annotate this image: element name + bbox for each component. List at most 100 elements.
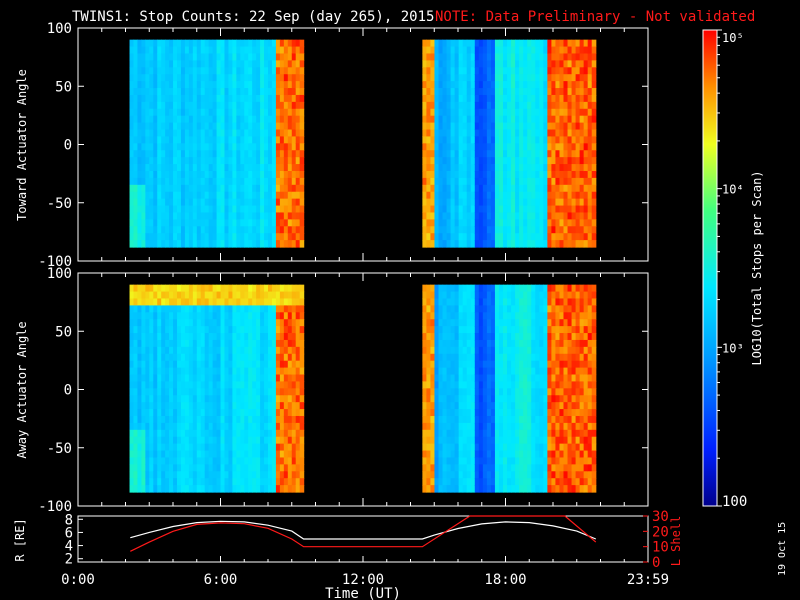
heatmap-cell [180,46,186,55]
heatmap-cell [551,164,557,172]
heatmap-cell [446,150,452,158]
heatmap-cell [275,326,281,334]
heatmap-cell [208,326,214,334]
heatmap-cell [438,402,444,410]
heatmap-cell [283,60,289,68]
heatmap-cell [559,212,565,220]
heatmap-cell [531,478,536,486]
heatmap-cell [153,333,158,341]
toward-heatmap [129,39,597,248]
preliminary-note: NOTE: Data Preliminary - Not validated [435,9,755,25]
heatmap-cell [575,136,581,144]
heatmap-cell [169,157,174,165]
heatmap-cell [299,291,305,300]
heatmap-cell [244,367,249,376]
heatmap-cell [523,478,528,486]
heatmap-cell [446,184,452,193]
heatmap-cell [165,291,170,300]
heatmap-cell [466,226,472,234]
heatmap-cell [287,219,293,227]
heatmap-cell [271,422,277,431]
heatmap-cell [244,60,249,68]
heatmap-cell [220,485,226,493]
heatmap-cell [503,478,508,486]
heatmap-cell [244,191,249,200]
heatmap-cell [177,101,182,110]
heatmap-cell [161,81,166,89]
heatmap-cell [208,333,214,341]
heatmap-cell [244,298,249,306]
heatmap-cell [157,443,162,452]
heatmap-cell [466,478,472,486]
heatmap-cell [177,374,182,383]
heatmap-cell [268,388,273,396]
heatmap-cell [474,226,480,234]
heatmap-cell [133,94,139,103]
heatmap-cell [216,240,222,248]
heatmap-cell [527,67,532,75]
heatmap-cell [184,122,190,131]
heatmap-cell [224,67,230,75]
heatmap-cell [236,53,241,61]
heatmap-cell [188,150,194,158]
heatmap-cell [184,415,190,424]
heatmap-cell [490,122,496,131]
heatmap-cell [291,312,297,320]
heatmap-cell [208,443,214,452]
heatmap-cell [555,67,561,75]
heatmap-cell [256,60,261,68]
heatmap-cell [220,46,226,55]
heatmap-cell [228,39,234,48]
heatmap-cell [260,233,265,241]
heatmap-cell [192,429,198,438]
heatmap-cell [161,226,166,234]
heatmap-cell [200,471,206,479]
heatmap-cell [486,94,492,103]
heatmap-cell [446,191,452,200]
heatmap-cell [236,60,241,68]
heatmap-cell [515,339,520,348]
heatmap-cell [145,326,150,334]
heatmap-cell [466,143,472,151]
heatmap-cell [141,291,146,300]
heatmap-cell [169,115,174,124]
heatmap-cell [462,360,468,369]
heatmap-cell [177,170,182,179]
heatmap-cell [579,219,585,227]
heatmap-cell [583,143,589,151]
heatmap-cell [141,226,146,234]
heatmap-cell [161,205,166,214]
heatmap-cell [567,46,573,55]
heatmap-cell [498,450,504,459]
heatmap-cell [299,53,305,61]
heatmap-cell [474,177,480,186]
heatmap-cell [494,115,500,124]
heatmap-cell [153,177,158,186]
heatmap-cell [236,164,241,172]
heatmap-cell [498,326,504,334]
heatmap-cell [240,333,245,341]
heatmap-cell [519,457,524,465]
heatmap-cell [161,108,166,117]
heatmap-cell [527,60,532,68]
heatmap-cell [161,157,166,165]
heatmap-cell [283,353,289,362]
heatmap-cell [543,436,548,445]
heatmap-cell [271,129,277,138]
heatmap-cell [494,478,500,486]
heatmap-cell [240,312,245,320]
heatmap-cell [169,177,174,186]
heatmap-cell [161,353,166,362]
heatmap-cell [173,333,178,341]
heatmap-cell [252,381,257,389]
heatmap-cell [228,415,234,424]
heatmap-cell [177,457,182,465]
heatmap-cell [486,184,492,193]
heatmap-cell [180,319,186,327]
heatmap-cell [523,198,528,207]
heatmap-cell [503,198,508,207]
heatmap-cell [153,53,158,61]
heatmap-cell [474,319,480,327]
heatmap-cell [299,333,305,341]
heatmap-cell [157,94,162,103]
